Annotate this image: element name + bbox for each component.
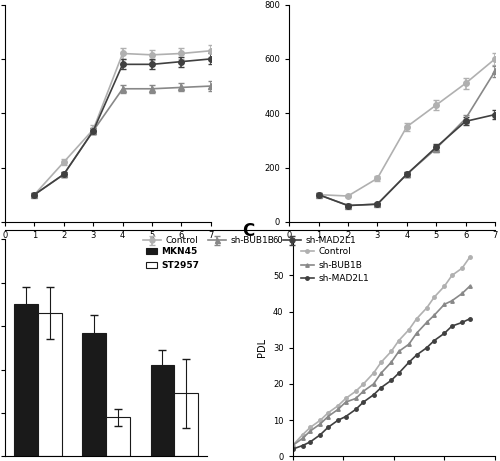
sh-MAD2L1 bbox=[335, 417, 341, 423]
sh-MAD2L1 bbox=[325, 425, 331, 430]
sh-MAD2L1 bbox=[449, 323, 455, 329]
Text: C: C bbox=[242, 222, 254, 240]
Control bbox=[307, 425, 313, 430]
sh-BUB1B bbox=[406, 342, 412, 347]
sh-MAD2L1 bbox=[318, 432, 324, 437]
sh-BUB1B bbox=[459, 291, 465, 296]
sh-MAD2L1 bbox=[432, 338, 438, 343]
Control bbox=[353, 389, 359, 394]
sh-BUB1B bbox=[414, 331, 420, 336]
sh-BUB1B bbox=[335, 407, 341, 412]
sh-BUB1B bbox=[424, 319, 430, 325]
sh-MAD2L1 bbox=[396, 370, 402, 376]
sh-BUB1B bbox=[318, 421, 324, 426]
Control bbox=[300, 432, 306, 437]
Control bbox=[459, 266, 465, 271]
sh-MAD2L1 bbox=[370, 392, 376, 398]
sh-BUB1B bbox=[300, 436, 306, 441]
Bar bbox=[82, 332, 106, 456]
sh-BUB1B bbox=[325, 414, 331, 420]
Control bbox=[449, 272, 455, 278]
sh-BUB1B bbox=[396, 349, 402, 354]
sh-BUB1B bbox=[342, 399, 348, 405]
sh-MAD2L1 bbox=[342, 414, 348, 420]
Control bbox=[318, 417, 324, 423]
sh-BUB1B bbox=[378, 370, 384, 376]
sh-MAD2L1 bbox=[466, 316, 472, 322]
Bar bbox=[38, 313, 62, 456]
sh-MAD2L1 bbox=[290, 446, 296, 452]
sh-MAD2L1 bbox=[459, 319, 465, 325]
Control bbox=[414, 316, 420, 322]
Legend: MKN45, ST2957: MKN45, ST2957 bbox=[142, 244, 203, 273]
sh-MAD2L1 bbox=[307, 439, 313, 445]
sh-MAD2L1 bbox=[414, 352, 420, 358]
sh-MAD2L1 bbox=[442, 331, 448, 336]
Control bbox=[378, 360, 384, 365]
sh-BUB1B bbox=[388, 360, 394, 365]
Control bbox=[396, 338, 402, 343]
Control bbox=[370, 370, 376, 376]
Control bbox=[325, 410, 331, 416]
sh-BUB1B bbox=[360, 389, 366, 394]
sh-MAD2L1 bbox=[300, 443, 306, 448]
Bar bbox=[174, 393, 199, 456]
X-axis label: Days: Days bbox=[96, 245, 120, 255]
sh-BUB1B bbox=[370, 381, 376, 387]
Control bbox=[388, 349, 394, 354]
Line: sh-MAD2L1: sh-MAD2L1 bbox=[291, 317, 472, 451]
sh-BUB1B bbox=[432, 313, 438, 318]
Line: sh-BUB1B: sh-BUB1B bbox=[291, 284, 472, 447]
sh-BUB1B bbox=[353, 396, 359, 401]
Control bbox=[466, 254, 472, 260]
sh-MAD2L1 bbox=[424, 345, 430, 350]
Control bbox=[442, 284, 448, 289]
Line: Control: Control bbox=[291, 255, 472, 447]
Legend: Control, sh-BUB1B, sh-MAD2L1: Control, sh-BUB1B, sh-MAD2L1 bbox=[297, 244, 373, 287]
sh-MAD2L1 bbox=[353, 407, 359, 412]
Control bbox=[290, 443, 296, 448]
Y-axis label: PDL: PDL bbox=[258, 338, 268, 357]
Control bbox=[335, 403, 341, 408]
Title: MKN45: MKN45 bbox=[83, 0, 133, 2]
Bar bbox=[14, 304, 38, 456]
Bar bbox=[106, 417, 130, 456]
Control bbox=[424, 305, 430, 311]
sh-MAD2L1 bbox=[406, 360, 412, 365]
sh-MAD2L1 bbox=[360, 399, 366, 405]
sh-BUB1B bbox=[449, 298, 455, 303]
sh-MAD2L1 bbox=[378, 385, 384, 390]
sh-BUB1B bbox=[290, 443, 296, 448]
Legend: Control, sh-BUB1B, sh-MAD2L1: Control, sh-BUB1B, sh-MAD2L1 bbox=[140, 233, 360, 249]
Control bbox=[432, 294, 438, 300]
Bar bbox=[150, 365, 174, 456]
Control bbox=[342, 396, 348, 401]
X-axis label: Days: Days bbox=[380, 245, 404, 255]
Control bbox=[406, 327, 412, 332]
sh-BUB1B bbox=[442, 301, 448, 307]
Control bbox=[360, 381, 366, 387]
Title: ST2957: ST2957 bbox=[366, 0, 418, 2]
sh-BUB1B bbox=[307, 428, 313, 434]
sh-BUB1B bbox=[466, 284, 472, 289]
sh-MAD2L1 bbox=[388, 378, 394, 383]
